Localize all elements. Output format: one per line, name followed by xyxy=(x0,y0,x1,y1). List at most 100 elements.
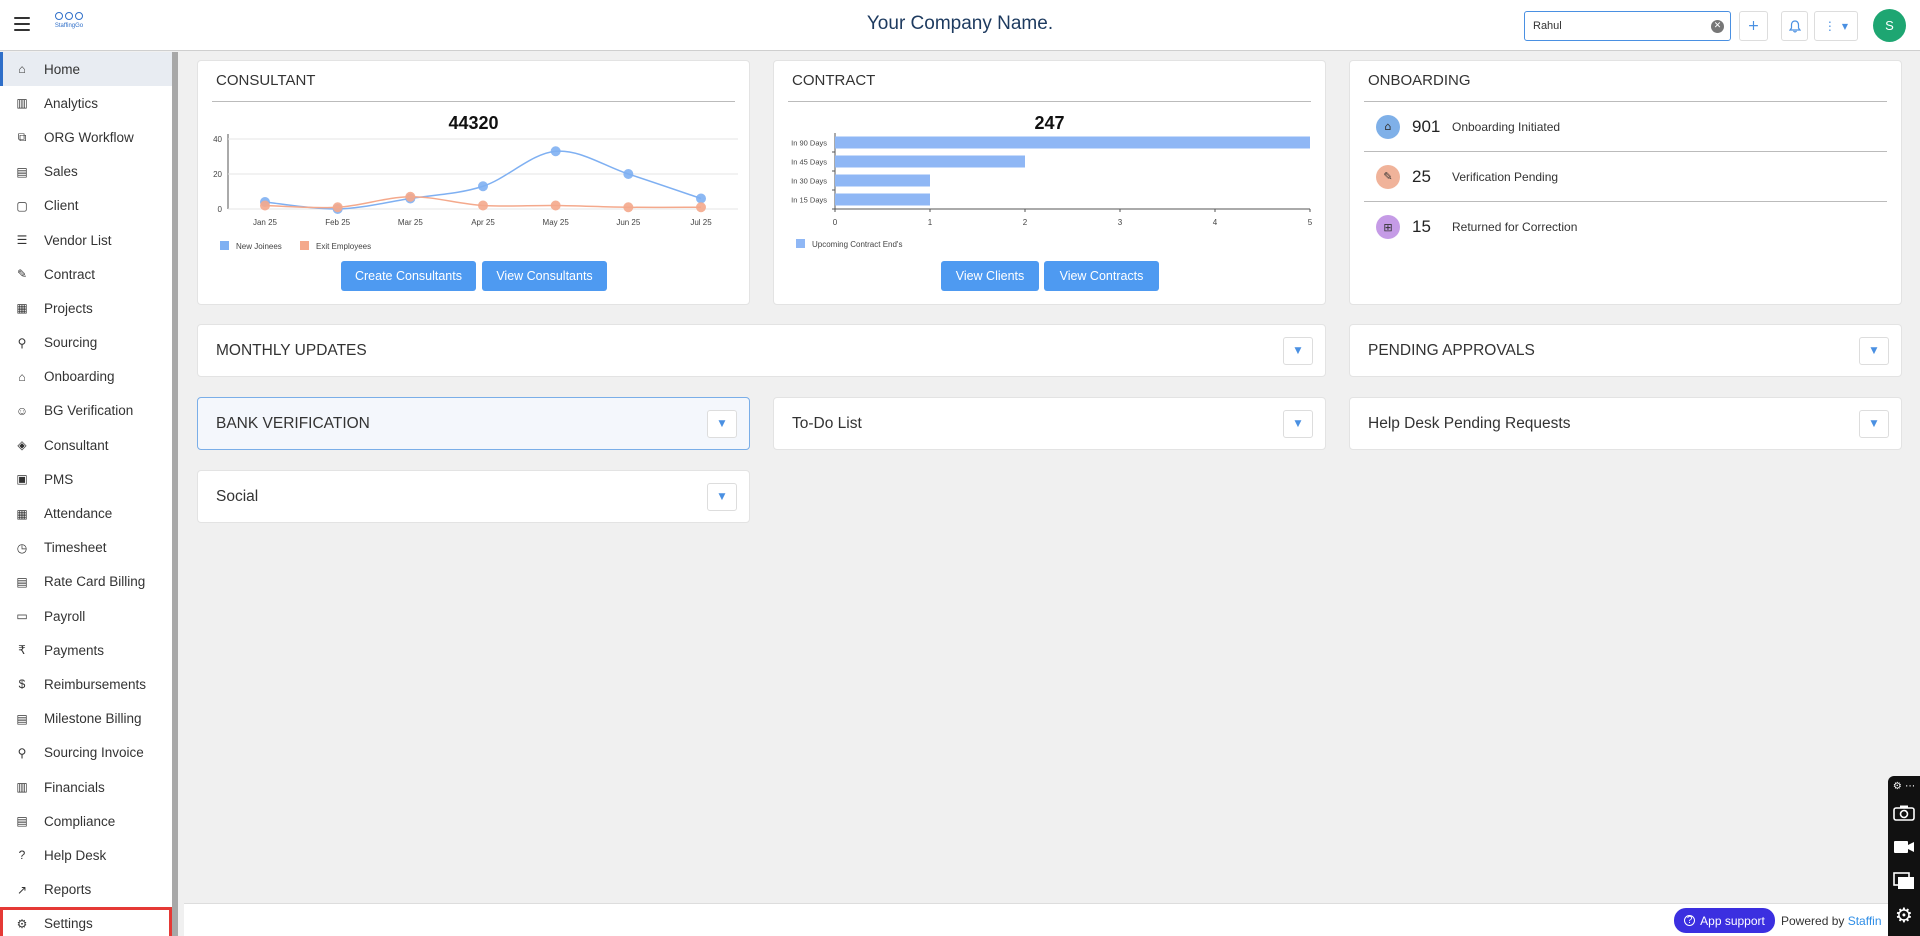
company-logo[interactable]: StaffingGo xyxy=(48,12,90,38)
divider xyxy=(212,101,735,102)
milestone-icon: ▤ xyxy=(16,711,28,726)
bank-verification-toggle[interactable]: ▼ xyxy=(707,410,737,438)
bank-verification-panel: BANK VERIFICATION ▼ xyxy=(197,397,750,450)
clear-icon[interactable]: ✕ xyxy=(1711,20,1724,33)
financials-icon: ▥ xyxy=(16,780,28,795)
onboarding-initiated-row[interactable]: ⌂ 901 Onboarding Initiated xyxy=(1364,102,1887,152)
data-point xyxy=(260,200,270,211)
todo-toggle[interactable]: ▼ xyxy=(1283,410,1313,438)
social-toggle[interactable]: ▼ xyxy=(707,483,737,511)
data-point xyxy=(696,193,706,204)
sidebar-item-bg-verification[interactable]: ☺ BG Verification xyxy=(0,394,172,428)
x-tick-label: 1 xyxy=(928,218,933,227)
create-consultants-button[interactable]: Create Consultants xyxy=(341,261,476,291)
sidebar-item-sales[interactable]: ▤ Sales xyxy=(0,155,172,189)
onboarding-icon: ⌂ xyxy=(18,369,26,384)
sidebar-item-sourcing[interactable]: ⚲ Sourcing xyxy=(0,326,172,360)
x-tick-label: Jun 25 xyxy=(616,218,641,227)
sidebar-item-label: Timesheet xyxy=(44,540,107,556)
sidebar-item-org-workflow[interactable]: ⧉ ORG Workflow xyxy=(0,120,172,154)
sidebar-item-label: PMS xyxy=(44,471,74,487)
series-line-0 xyxy=(264,150,702,210)
search-box[interactable]: ✕ xyxy=(1524,11,1731,41)
sidebar-item-settings[interactable]: ⚙ Settings xyxy=(0,906,172,936)
sidebar-item-pms[interactable]: ▣ PMS xyxy=(0,462,172,496)
helpdesk-toggle[interactable]: ▼ xyxy=(1859,410,1889,438)
data-point xyxy=(550,146,561,157)
returned-correction-label: Returned for Correction xyxy=(1452,220,1578,234)
sidebar-item-sourcing-invoice[interactable]: ⚲ Sourcing Invoice xyxy=(0,736,172,770)
more-menu-button[interactable]: ⋮ ▼ xyxy=(1814,11,1858,41)
sidebar-item-projects[interactable]: ▦ Projects xyxy=(0,291,172,325)
onboarding-icon: ⌂ xyxy=(1376,114,1400,139)
add-button[interactable]: + xyxy=(1739,11,1768,41)
x-tick-label: 0 xyxy=(833,218,838,227)
contract-total: 247 xyxy=(1034,113,1065,133)
notification-button[interactable] xyxy=(1781,11,1808,41)
video-icon[interactable] xyxy=(1892,834,1916,860)
returned-correction-row[interactable]: ⊞ 15 Returned for Correction xyxy=(1364,202,1887,252)
consultant-total: 44320 xyxy=(448,113,499,133)
helpdesk-panel: Help Desk Pending Requests ▼ xyxy=(1349,397,1902,450)
sidebar-item-attendance[interactable]: ▦ Attendance xyxy=(0,496,172,530)
pending-approvals-toggle[interactable]: ▼ xyxy=(1859,337,1889,365)
sidebar-item-client[interactable]: ▢ Client xyxy=(0,189,172,223)
contract-bar-chart: 0 1 2 3 4 5 In 90 Days In 45 Days In 30 Days In 1… xyxy=(791,133,1313,249)
view-consultants-button[interactable]: View Consultants xyxy=(482,261,607,291)
sidebar-item-compliance[interactable]: ▤ Compliance xyxy=(0,804,172,838)
window-icon[interactable] xyxy=(1892,868,1916,894)
sidebar-item-consultant[interactable]: ◈ Consultant xyxy=(0,428,172,462)
chevron-down-icon: ▼ xyxy=(718,492,726,502)
search-input[interactable] xyxy=(1525,12,1695,40)
timesheet-icon: ◷ xyxy=(16,540,28,555)
sidebar-item-label: Payroll xyxy=(44,608,86,624)
data-point xyxy=(623,169,634,179)
sidebar-item-rate-card-billing[interactable]: ▤ Rate Card Billing xyxy=(0,565,172,599)
verification-pending-row[interactable]: ✎ 25 Verification Pending xyxy=(1364,152,1887,202)
sidebar-item-reimbursements[interactable]: $ Reimbursements xyxy=(0,667,172,701)
sidebar-item-label: Financials xyxy=(44,779,105,795)
menu-icon[interactable] xyxy=(14,17,30,31)
returned-icon: ⊞ xyxy=(1376,215,1400,239)
help-desk-icon: ? xyxy=(18,848,26,863)
help-circle-icon: ? xyxy=(1684,915,1696,926)
floating-toolbar: ⚙ ⋯ ⚙ xyxy=(1888,776,1920,936)
x-tick-label: Apr 25 xyxy=(471,218,495,227)
x-tick-label: 3 xyxy=(1118,218,1123,227)
sidebar-item-contract[interactable]: ✎ Contract xyxy=(0,257,172,291)
settings-icon: ⚙ xyxy=(16,916,28,931)
gear-icon[interactable]: ⚙ xyxy=(1895,903,1913,927)
monthly-updates-toggle[interactable]: ▼ xyxy=(1283,337,1313,365)
reimbursements-icon: $ xyxy=(18,677,26,692)
chevron-down-icon: ▼ xyxy=(1841,21,1849,31)
sidebar-item-financials[interactable]: ▥ Financials xyxy=(0,770,172,804)
sidebar-item-home[interactable]: ⌂ Home xyxy=(0,52,172,87)
sourcing-icon: ⚲ xyxy=(17,335,27,350)
sidebar-item-milestone-billing[interactable]: ▤ Milestone Billing xyxy=(0,702,172,736)
avatar[interactable]: S xyxy=(1873,9,1906,42)
toolbar-menu-icon[interactable]: ⚙ ⋯ xyxy=(1892,780,1916,792)
camera-icon[interactable] xyxy=(1892,800,1916,826)
powered-by-label: Powered by xyxy=(1781,914,1845,928)
sidebar-item-analytics[interactable]: ▥ Analytics xyxy=(0,86,172,120)
sidebar-item-vendor-list[interactable]: ☰ Vendor List xyxy=(0,223,172,257)
consultant-title: CONSULTANT xyxy=(216,72,316,89)
sidebar-item-help-desk[interactable]: ? Help Desk xyxy=(0,838,172,872)
sidebar-item-timesheet[interactable]: ◷ Timesheet xyxy=(0,531,172,565)
sidebar-item-reports[interactable]: ↗ Reports xyxy=(0,873,172,907)
sidebar-item-label: Analytics xyxy=(44,95,99,111)
consultant-card: CONSULTANT 44320 0 20 40 Jan 25 Feb 25 Mar 25… xyxy=(197,60,750,305)
sidebar-item-label: Sourcing xyxy=(44,335,98,351)
social-title: Social xyxy=(216,487,259,505)
sidebar-item-payments[interactable]: ₹ Payments xyxy=(0,633,172,667)
view-clients-button[interactable]: View Clients xyxy=(941,261,1039,291)
x-tick-label: Mar 25 xyxy=(398,218,423,227)
sourcing-invoice-icon: ⚲ xyxy=(17,745,27,760)
powered-by-brand[interactable]: Staffin xyxy=(1847,914,1882,928)
sidebar-item-onboarding[interactable]: ⌂ Onboarding xyxy=(0,360,172,394)
payroll-icon: ▭ xyxy=(16,609,28,624)
app-support-button[interactable]: ? App support xyxy=(1674,908,1775,933)
sidebar-item-payroll[interactable]: ▭ Payroll xyxy=(0,599,172,633)
view-contracts-button[interactable]: View Contracts xyxy=(1044,261,1159,291)
sidebar-item-label: Contract xyxy=(44,266,96,282)
